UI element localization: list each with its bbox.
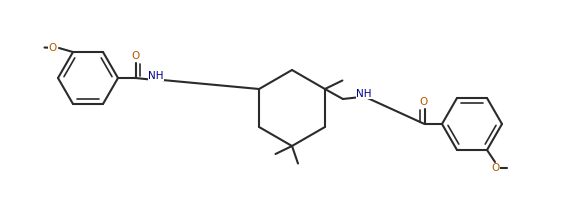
Text: O: O [420, 97, 428, 107]
Text: NH: NH [356, 89, 371, 98]
Text: O: O [48, 42, 57, 53]
Text: NH: NH [148, 71, 164, 81]
Text: O: O [491, 164, 500, 173]
Text: O: O [131, 51, 140, 61]
